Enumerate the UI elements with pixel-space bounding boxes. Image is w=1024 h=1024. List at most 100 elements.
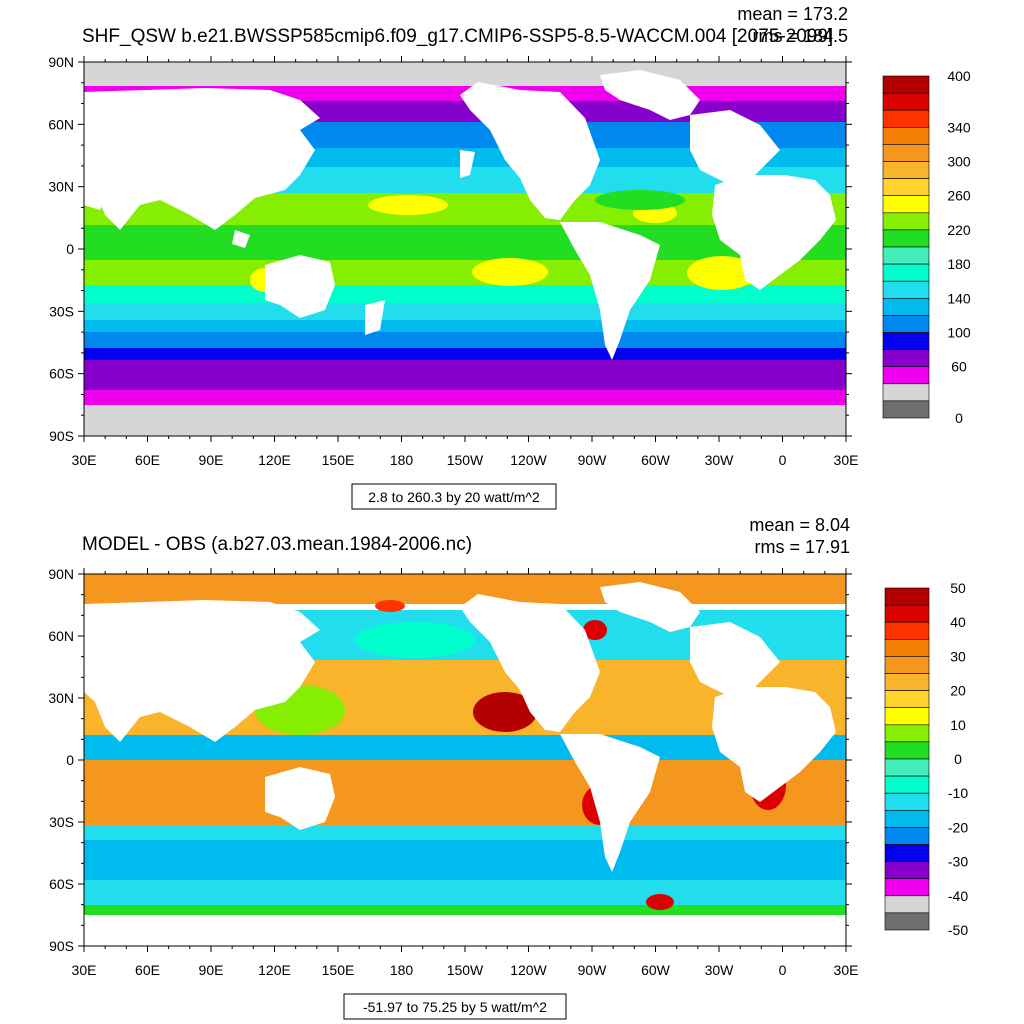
lon-tick-label: 30E bbox=[72, 962, 97, 978]
colorbar-swatch bbox=[882, 195, 930, 214]
lon-tick-label: 90W bbox=[578, 452, 608, 468]
colorbar: 50 40 30 20 10 0 -10 -20 -30 -40 -50 bbox=[884, 580, 968, 938]
lon-tick-label: 90E bbox=[199, 452, 224, 468]
lat-tick-label: 30S bbox=[49, 303, 74, 319]
colorbar-label: 60 bbox=[951, 359, 967, 375]
colorbar-swatch bbox=[884, 741, 930, 760]
lon-tick-label: 60E bbox=[135, 962, 160, 978]
colorbar-swatch bbox=[882, 92, 930, 111]
map-field bbox=[84, 574, 846, 946]
colorbar-swatch bbox=[882, 75, 930, 94]
colorbar-swatch bbox=[884, 604, 930, 623]
lon-tick-label: 120W bbox=[510, 962, 547, 978]
colorbar: 400 340 300 260 220 180 140 100 60 0 bbox=[882, 68, 971, 426]
lon-tick-label: 90E bbox=[199, 962, 224, 978]
colorbar-label: -30 bbox=[948, 854, 968, 870]
lon-tick-label: 180 bbox=[390, 962, 414, 978]
colorbar-swatch bbox=[882, 127, 930, 145]
colorbar-label: -20 bbox=[948, 819, 968, 835]
colorbar-label: 260 bbox=[947, 188, 971, 204]
colorbar-swatch bbox=[882, 178, 930, 197]
lon-tick-label: 120E bbox=[258, 452, 291, 468]
lon-tick-label: 150E bbox=[322, 452, 355, 468]
mean-label: mean = 173.2 bbox=[737, 4, 848, 24]
range-box bbox=[343, 993, 567, 1020]
lon-tick-label: 0 bbox=[779, 452, 787, 468]
colorbar-label: 300 bbox=[947, 154, 971, 170]
colorbar-label: 0 bbox=[954, 751, 962, 767]
lat-tick-label: 90N bbox=[48, 54, 74, 70]
range-box bbox=[351, 483, 557, 510]
lon-tick-label: 150W bbox=[447, 452, 484, 468]
colorbar-swatch bbox=[882, 383, 930, 402]
colorbar-swatch bbox=[882, 297, 930, 316]
colorbar-swatch bbox=[884, 638, 930, 657]
colorbar-swatch bbox=[884, 656, 930, 674]
colorbar-swatch bbox=[882, 246, 930, 265]
lon-axis: 30E 60E 90E 120E 150E 180 150W 120W 90W 60W 30W 0 30… bbox=[72, 56, 858, 468]
colorbar-label: 0 bbox=[955, 410, 963, 426]
colorbar-label: 20 bbox=[950, 683, 966, 699]
lat-tick-label: 90S bbox=[49, 428, 74, 444]
lon-tick-label: 30E bbox=[72, 452, 97, 468]
panel-bottom: MODEL - OBS (a.b27.03.mean.1984-2006.nc)… bbox=[48, 515, 968, 1020]
rms-label: rms = 184.5 bbox=[752, 26, 848, 46]
panel-title: MODEL - OBS (a.b27.03.mean.1984-2006.nc) bbox=[82, 534, 472, 555]
colorbar-label: 340 bbox=[947, 119, 971, 135]
range-label: -51.97 to 75.25 by 5 watt/m^2 bbox=[363, 999, 547, 1015]
colorbar-swatch bbox=[882, 349, 930, 368]
colorbar-swatch bbox=[882, 366, 930, 385]
colorbar-swatch bbox=[884, 792, 930, 811]
colorbar-label: -10 bbox=[948, 785, 968, 801]
colorbar-label: -50 bbox=[948, 922, 968, 938]
lon-axis: 30E 60E 90E 120E 150E 180 150W 120W 90W 60W 30W 0 30… bbox=[72, 568, 859, 978]
lat-tick-label: 30S bbox=[49, 814, 74, 830]
colorbar-swatch bbox=[882, 212, 930, 231]
panel-title: SHF_QSW b.e21.BWSSP585cmip6.f09_g17.CMIP… bbox=[82, 26, 833, 47]
colorbar-swatch bbox=[884, 775, 930, 794]
colorbar-swatch bbox=[884, 587, 930, 606]
colorbar-swatch bbox=[884, 827, 930, 845]
colorbar-swatch bbox=[884, 844, 930, 862]
lat-tick-label: 60S bbox=[49, 366, 74, 382]
colorbar-label: 30 bbox=[950, 648, 966, 664]
lon-tick-label: 180 bbox=[390, 452, 414, 468]
lat-tick-label: 90N bbox=[48, 566, 74, 582]
lon-tick-label: 60W bbox=[641, 452, 671, 468]
colorbar-swatch bbox=[882, 144, 930, 162]
lat-axis: 90N 60N 30N 0 30S 60S 90S bbox=[48, 54, 852, 444]
mean-label: mean = 8.04 bbox=[749, 515, 850, 535]
colorbar-label: 180 bbox=[947, 256, 971, 272]
colorbar-swatch bbox=[884, 895, 930, 914]
colorbar-swatch bbox=[884, 724, 930, 743]
range-label: 2.8 to 260.3 by 20 watt/m^2 bbox=[368, 489, 540, 505]
colorbar-label: 100 bbox=[947, 325, 971, 341]
lon-tick-label: 150W bbox=[447, 962, 484, 978]
lon-tick-label: 60W bbox=[641, 962, 671, 978]
lon-tick-label: 30E bbox=[834, 962, 859, 978]
lat-tick-label: 30N bbox=[48, 690, 74, 706]
colorbar-swatch bbox=[882, 161, 930, 179]
lon-tick-label: 30W bbox=[705, 962, 735, 978]
lon-tick-label: 0 bbox=[779, 962, 787, 978]
lon-tick-label: 120W bbox=[510, 452, 547, 468]
lat-tick-label: 60N bbox=[48, 628, 74, 644]
lat-tick-label: 60S bbox=[49, 876, 74, 892]
colorbar-swatch bbox=[882, 400, 930, 419]
colorbar-swatch bbox=[882, 332, 930, 350]
lon-tick-label: 60E bbox=[135, 452, 160, 468]
colorbar-swatch bbox=[882, 315, 930, 333]
colorbar-swatch bbox=[882, 229, 930, 248]
colorbar-label: 140 bbox=[947, 290, 971, 306]
colorbar-swatch bbox=[884, 912, 930, 931]
lon-tick-label: 120E bbox=[258, 962, 291, 978]
lat-axis: 90N 60N 30N 0 30S 60S 90S bbox=[48, 566, 852, 954]
colorbar-swatch bbox=[884, 621, 930, 640]
lat-tick-label: 0 bbox=[66, 241, 74, 257]
colorbar-swatch bbox=[884, 861, 930, 879]
rms-label: rms = 17.91 bbox=[754, 537, 850, 557]
map-field bbox=[84, 62, 846, 436]
lon-tick-label: 90W bbox=[578, 962, 608, 978]
colorbar-label: 400 bbox=[947, 68, 971, 84]
